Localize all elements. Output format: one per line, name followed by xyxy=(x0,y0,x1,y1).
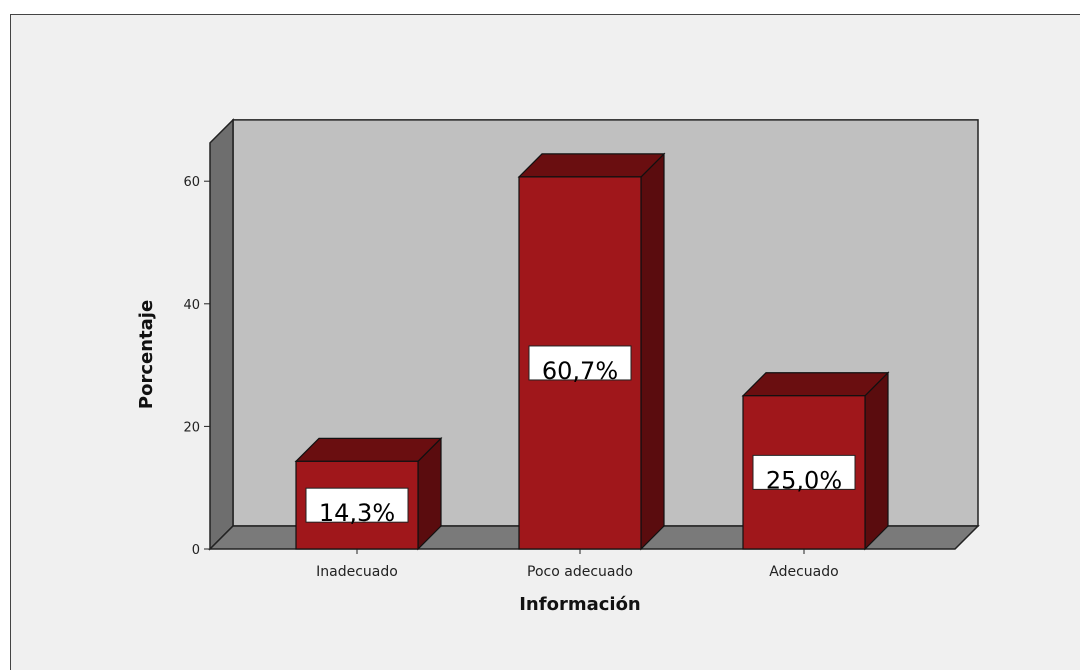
data-label-box xyxy=(752,454,856,490)
bar-top xyxy=(294,437,443,462)
y-tick-label: 0 xyxy=(192,543,200,558)
data-label-box xyxy=(305,487,409,523)
bar-side xyxy=(640,152,665,551)
data-label-box xyxy=(528,345,632,381)
y-tick-label: 40 xyxy=(183,298,200,313)
data-label: 14,3% xyxy=(319,499,395,527)
x-axis-title: Información xyxy=(519,594,641,615)
bar: 25,0% xyxy=(741,371,890,551)
y-tick-label: 20 xyxy=(183,420,200,435)
y-axis: 0 20 40 60 xyxy=(183,175,210,558)
y-tick-label: 60 xyxy=(183,175,200,190)
bars: 14,3% 60,7% 25,0% xyxy=(294,152,890,551)
x-tick-label: Adecuado xyxy=(769,564,838,580)
x-tick-label: Inadecuado xyxy=(316,564,398,580)
data-label: 60,7% xyxy=(542,357,618,385)
x-axis: Inadecuado Poco adecuado Adecuado xyxy=(316,549,839,580)
x-tick-label: Poco adecuado xyxy=(527,564,633,580)
plot-left-wall xyxy=(209,118,234,551)
bar: 14,3% xyxy=(294,436,443,551)
y-axis-title: Porcentaje xyxy=(136,300,157,409)
bar-top xyxy=(517,153,666,178)
bar: 60,7% xyxy=(517,152,666,551)
bar-side xyxy=(864,371,889,551)
data-label: 25,0% xyxy=(766,466,842,494)
bar-top xyxy=(741,372,890,397)
